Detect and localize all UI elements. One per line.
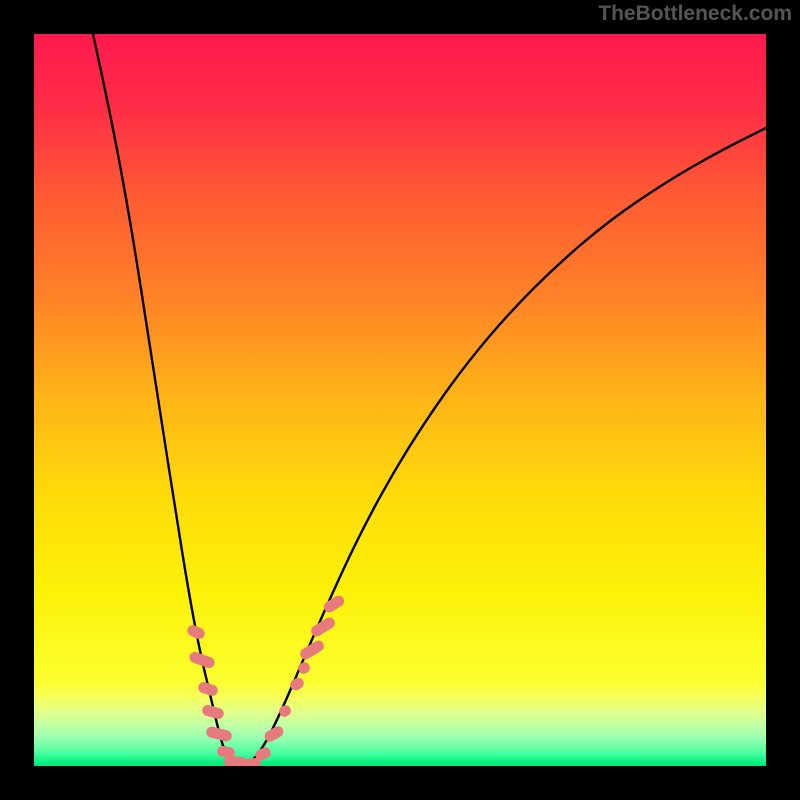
- watermark-text: TheBottleneck.com: [598, 2, 792, 26]
- stage: TheBottleneck.com: [0, 0, 800, 800]
- chart-canvas: [0, 0, 800, 800]
- gradient-area: [34, 34, 766, 766]
